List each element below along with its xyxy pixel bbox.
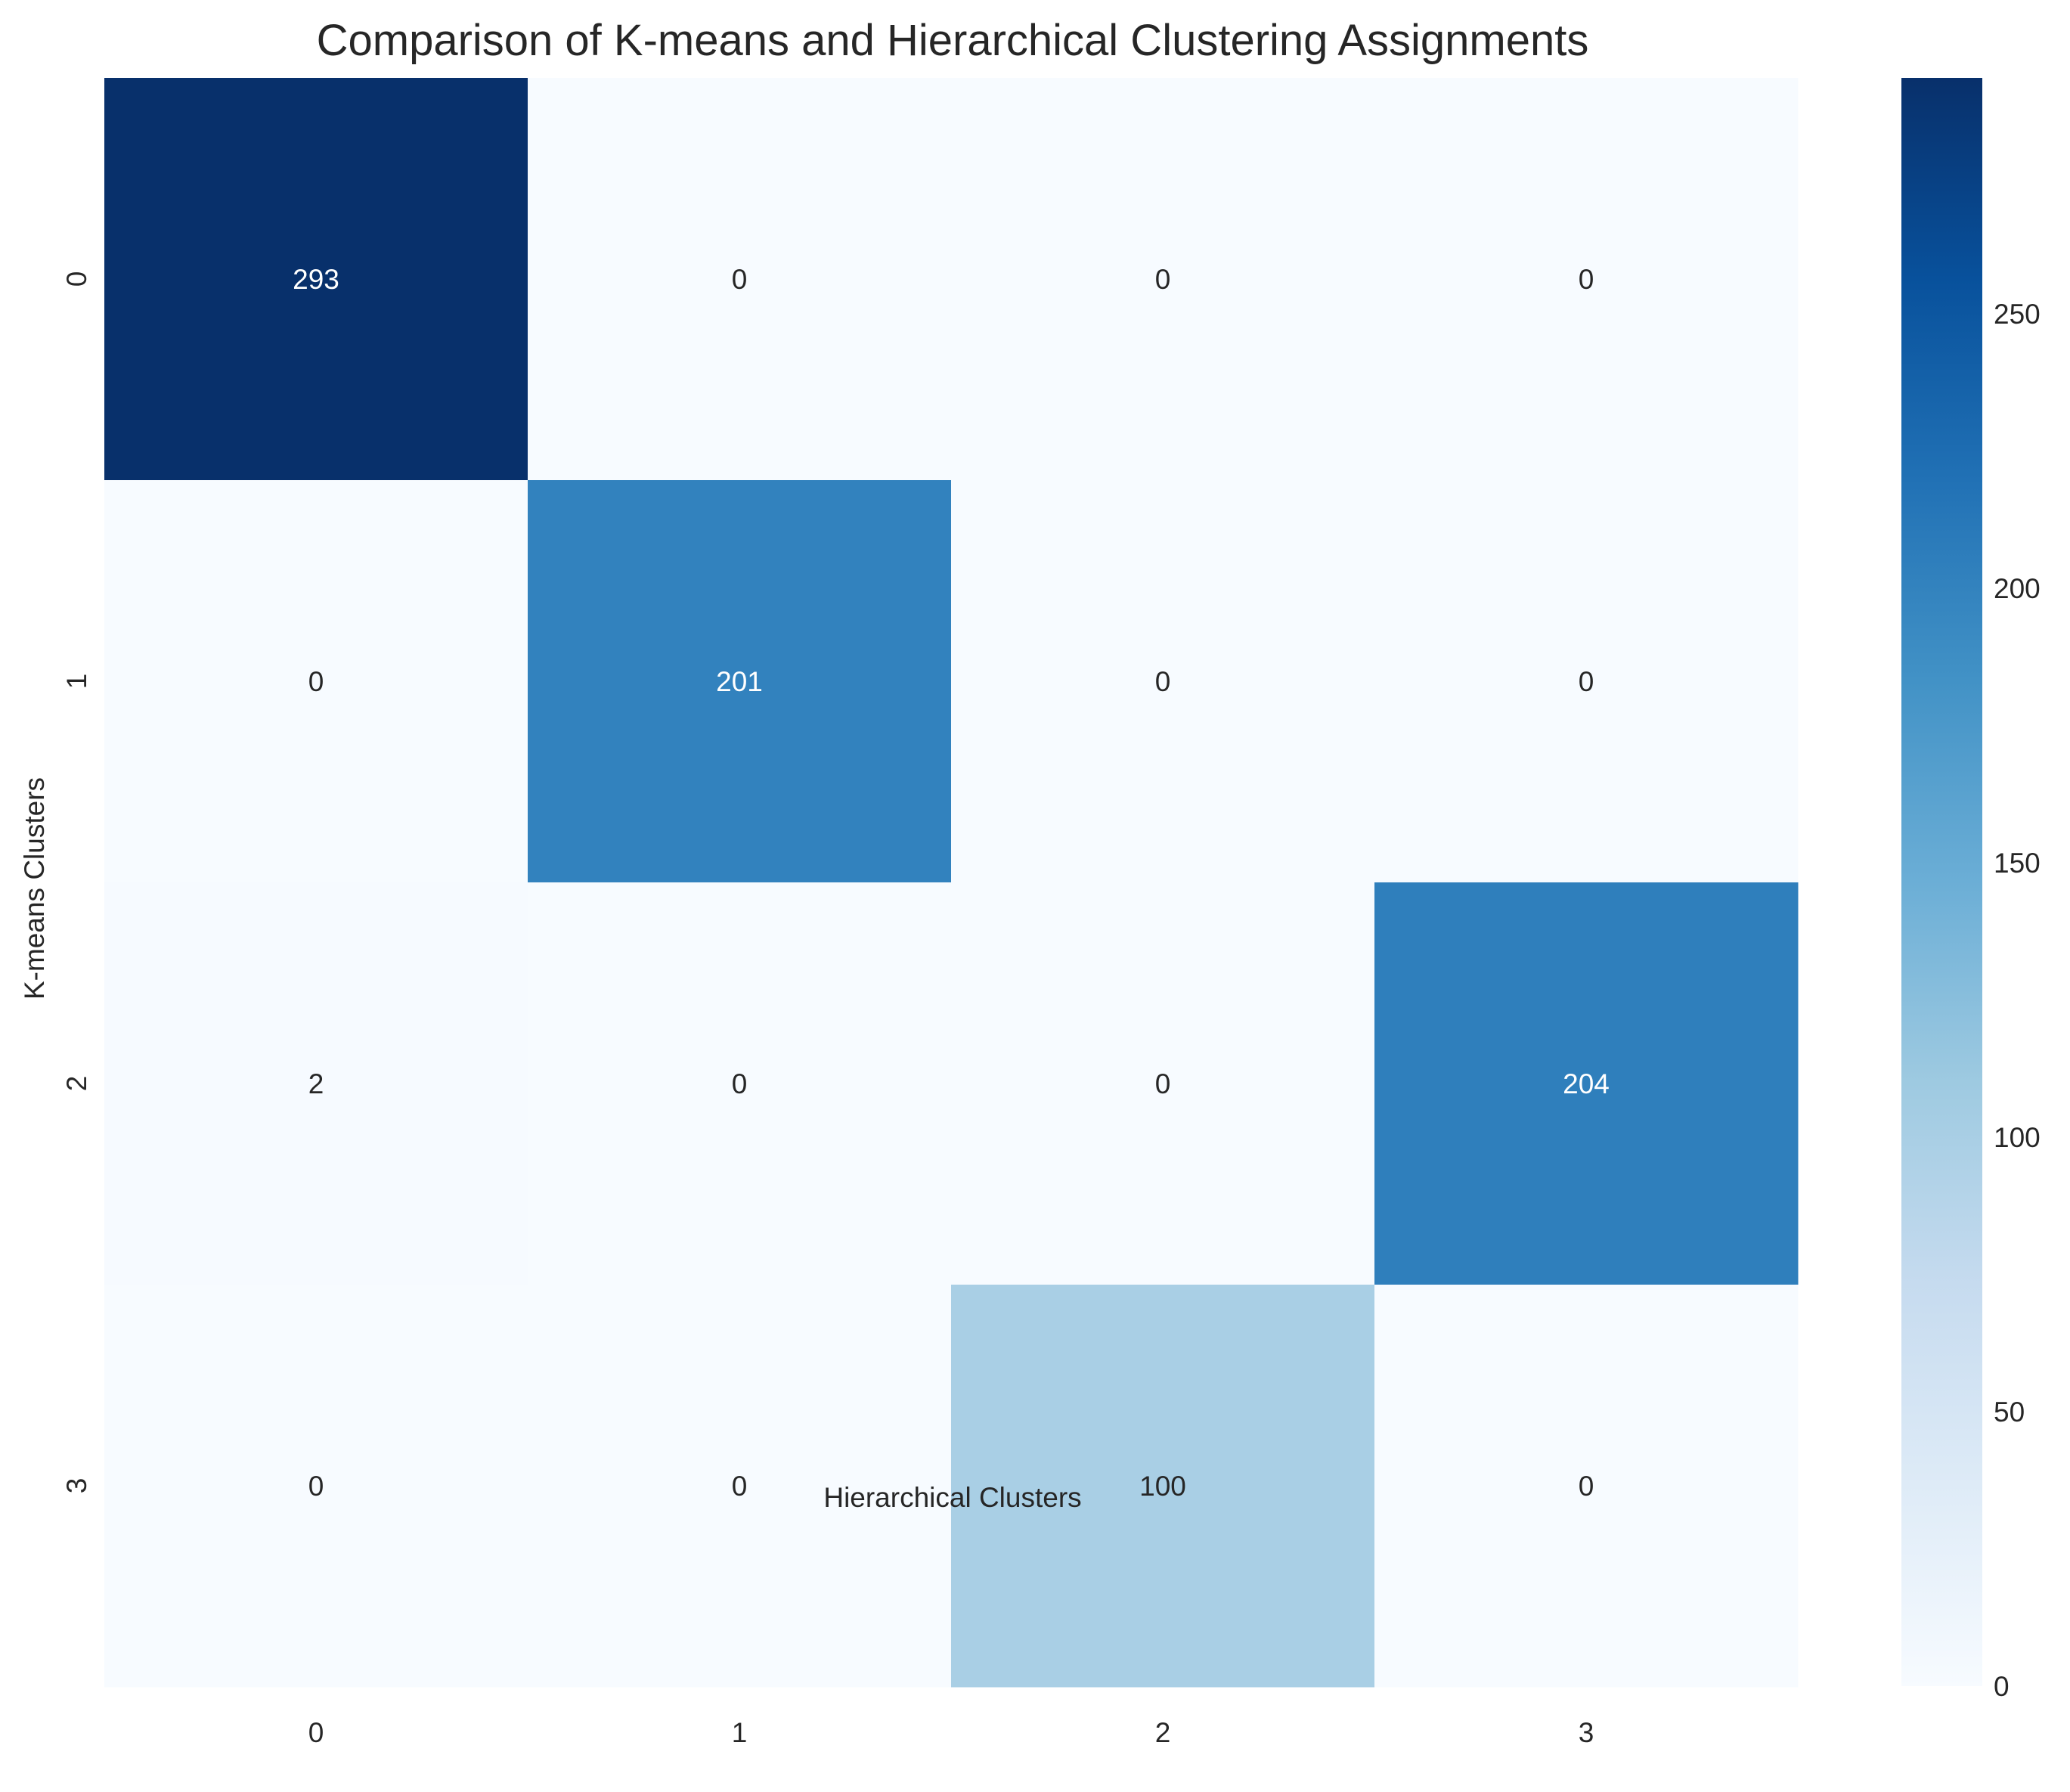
cell-value-label: 0 bbox=[1155, 264, 1171, 295]
y-axis-label: K-means Clusters bbox=[19, 777, 50, 1000]
heatmap-cells bbox=[104, 78, 1799, 1688]
heatmap-cell bbox=[104, 1285, 528, 1688]
cell-value-label: 293 bbox=[293, 264, 339, 295]
colorbar-tick-label: 50 bbox=[1994, 1397, 2025, 1428]
cell-value-label: 0 bbox=[1579, 1471, 1594, 1502]
cell-value-label: 100 bbox=[1139, 1471, 1186, 1502]
cell-value-label: 0 bbox=[308, 1471, 324, 1502]
cell-value-label: 0 bbox=[1579, 264, 1594, 295]
heatmap-cell bbox=[951, 78, 1375, 481]
heatmap-cell bbox=[1374, 1285, 1799, 1688]
colorbar-tick-label: 150 bbox=[1994, 848, 2041, 879]
x-axis-label: Hierarchical Clusters bbox=[823, 1482, 1081, 1513]
x-tick-label: 1 bbox=[732, 1717, 748, 1748]
heatmap-cell bbox=[528, 78, 952, 481]
heatmap-cell bbox=[528, 480, 952, 883]
cell-value-label: 2 bbox=[308, 1068, 324, 1099]
x-axis-ticks: 0 1 2 3 bbox=[308, 1717, 1594, 1748]
cell-value-label: 0 bbox=[732, 264, 748, 295]
colorbar-tick-label: 100 bbox=[1994, 1122, 2041, 1153]
cell-value-label: 0 bbox=[1155, 666, 1171, 697]
cell-value-label: 204 bbox=[1563, 1068, 1610, 1099]
cell-value-label: 201 bbox=[716, 666, 763, 697]
heatmap-cell bbox=[528, 882, 952, 1285]
heatmap-cell bbox=[1374, 480, 1799, 883]
y-axis-ticks: 0 1 2 3 bbox=[61, 271, 92, 1494]
cell-value-label: 0 bbox=[308, 666, 324, 697]
heatmap-cell bbox=[104, 480, 528, 883]
y-tick-label: 0 bbox=[61, 271, 92, 287]
cell-value-label: 0 bbox=[1155, 1068, 1171, 1099]
heatmap-cell bbox=[1374, 78, 1799, 481]
cell-annotations: 293 0 0 0 0 201 0 0 2 0 0 204 0 0 100 0 bbox=[293, 264, 1610, 1502]
colorbar-ticks: 0 50 100 150 200 250 bbox=[1994, 299, 2041, 1702]
cell-value-label: 0 bbox=[732, 1471, 748, 1502]
heatmap-cell bbox=[528, 1285, 952, 1688]
x-tick-label: 0 bbox=[308, 1717, 324, 1748]
heatmap-cell bbox=[104, 882, 528, 1285]
heatmap-cell bbox=[104, 78, 528, 481]
colorbar-tick-label: 200 bbox=[1994, 573, 2041, 604]
colorbar-tick-label: 250 bbox=[1994, 299, 2041, 330]
y-tick-label: 3 bbox=[61, 1478, 92, 1494]
colorbar bbox=[1901, 78, 1982, 1686]
cell-value-label: 0 bbox=[1579, 666, 1594, 697]
x-tick-label: 2 bbox=[1155, 1717, 1171, 1748]
y-tick-label: 1 bbox=[61, 674, 92, 690]
x-tick-label: 3 bbox=[1579, 1717, 1594, 1748]
cell-value-label: 0 bbox=[732, 1068, 748, 1099]
heatmap-cell bbox=[1374, 882, 1799, 1285]
y-tick-label: 2 bbox=[61, 1076, 92, 1092]
chart-title: Comparison of K-means and Hierarchical C… bbox=[317, 16, 1589, 65]
colorbar-tick-label: 0 bbox=[1994, 1671, 2010, 1702]
heatmap-cell bbox=[951, 1285, 1375, 1688]
heatmap-cell bbox=[951, 480, 1375, 883]
heatmap-cell bbox=[951, 882, 1375, 1285]
